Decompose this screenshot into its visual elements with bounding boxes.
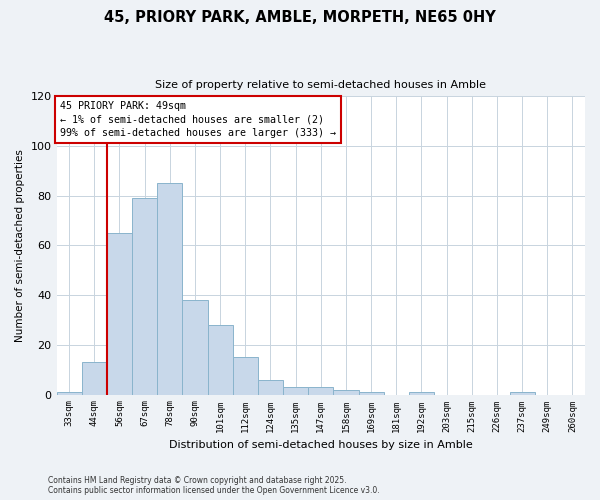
X-axis label: Distribution of semi-detached houses by size in Amble: Distribution of semi-detached houses by … <box>169 440 473 450</box>
Text: 45, PRIORY PARK, AMBLE, MORPETH, NE65 0HY: 45, PRIORY PARK, AMBLE, MORPETH, NE65 0H… <box>104 10 496 25</box>
Bar <box>509 392 535 394</box>
Bar <box>132 198 157 394</box>
Bar <box>56 392 82 394</box>
Bar <box>258 380 283 394</box>
Bar <box>409 392 434 394</box>
Text: 45 PRIORY PARK: 49sqm
← 1% of semi-detached houses are smaller (2)
99% of semi-d: 45 PRIORY PARK: 49sqm ← 1% of semi-detac… <box>61 102 337 138</box>
Title: Size of property relative to semi-detached houses in Amble: Size of property relative to semi-detach… <box>155 80 486 90</box>
Bar <box>208 325 233 394</box>
Text: Contains HM Land Registry data © Crown copyright and database right 2025.
Contai: Contains HM Land Registry data © Crown c… <box>48 476 380 495</box>
Bar <box>283 387 308 394</box>
Bar <box>359 392 383 394</box>
Bar <box>107 233 132 394</box>
Bar <box>308 387 334 394</box>
Bar <box>334 390 359 394</box>
Bar <box>233 358 258 395</box>
Bar <box>157 184 182 394</box>
Y-axis label: Number of semi-detached properties: Number of semi-detached properties <box>15 149 25 342</box>
Bar <box>82 362 107 394</box>
Bar <box>182 300 208 394</box>
